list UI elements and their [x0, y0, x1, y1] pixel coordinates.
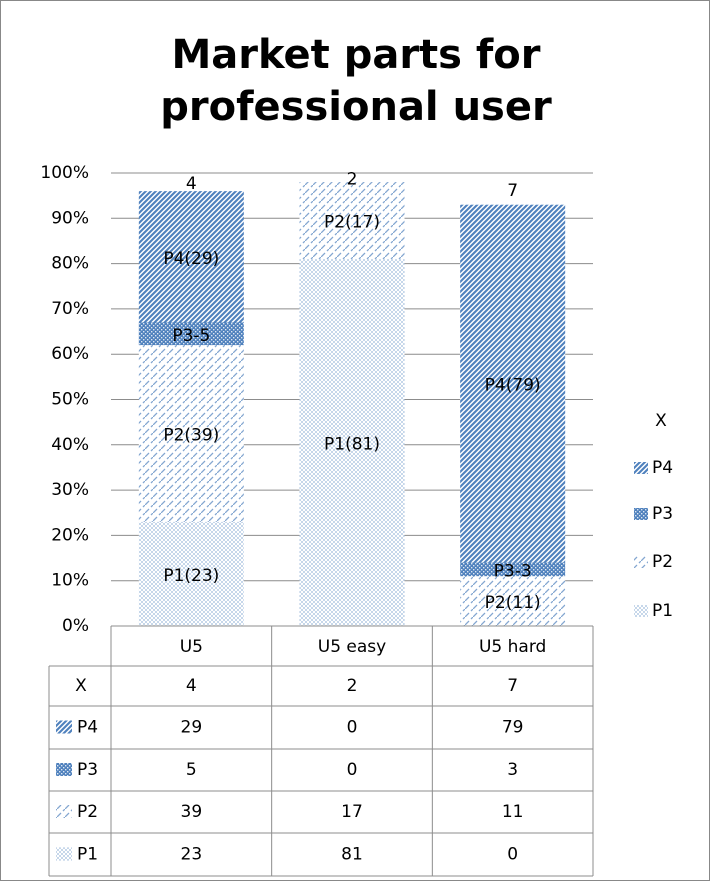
y-tick-label: 20% — [51, 525, 89, 545]
table-cell: 2 — [347, 676, 358, 696]
bar-segment — [138, 322, 244, 346]
x-tick-label: U5 hard — [479, 637, 546, 657]
table-cell: 0 — [507, 845, 518, 865]
table-cell: 79 — [502, 718, 524, 738]
table-cell: 81 — [341, 845, 363, 865]
data-label: P4(79) — [485, 376, 541, 396]
bar-segment — [138, 345, 244, 522]
table-key — [56, 805, 72, 818]
legend-label: P1 — [652, 601, 673, 621]
y-tick-label: 40% — [51, 435, 89, 455]
table-row-label: P2 — [77, 802, 98, 822]
legend-label: P4 — [652, 458, 673, 478]
table-row-label: P1 — [77, 845, 98, 865]
legend-swatch — [634, 605, 648, 617]
table-cell: 0 — [347, 718, 358, 738]
data-label: P3-5 — [172, 326, 210, 346]
table-cell: 29 — [181, 718, 203, 738]
table-key — [56, 763, 72, 776]
bar-segment — [460, 576, 566, 626]
table-cell: 0 — [347, 760, 358, 780]
table-key — [56, 720, 72, 734]
table-row-label: P3 — [77, 760, 98, 780]
table-cell: 39 — [181, 802, 203, 822]
table-cell: 5 — [186, 760, 197, 780]
data-label: P4(29) — [163, 249, 219, 269]
legend-label: P3 — [652, 504, 673, 524]
table-cell: 11 — [502, 802, 524, 822]
y-tick-label: 0% — [62, 616, 89, 636]
y-tick-label: 100% — [40, 163, 89, 183]
bar-segment — [138, 191, 244, 323]
table-cell: 4 — [186, 676, 197, 696]
table-cell: 23 — [181, 845, 203, 865]
data-label: P2(11) — [485, 593, 541, 613]
data-label: P1(81) — [324, 435, 380, 455]
data-label: P1(23) — [163, 566, 219, 586]
y-tick-label: 70% — [51, 299, 89, 319]
chart-title: Market parts for professional user — [160, 32, 552, 130]
table-cell: 7 — [507, 676, 518, 696]
legend-swatch — [634, 462, 648, 474]
data-label: P2(39) — [163, 425, 219, 445]
bar-segment — [460, 204, 566, 563]
data-label: 4 — [186, 174, 197, 194]
y-tick-label: 90% — [51, 208, 89, 228]
y-tick-label: 60% — [51, 344, 89, 364]
table-row-label: P4 — [77, 718, 98, 738]
bar-segment — [460, 562, 566, 577]
x-tick-label: U5 easy — [318, 637, 386, 657]
table-cell: 3 — [507, 760, 518, 780]
y-tick-label: 10% — [51, 571, 89, 591]
x-tick-label: U5 — [180, 637, 203, 657]
bar-segment — [299, 182, 405, 260]
y-tick-label: 30% — [51, 480, 89, 500]
bar-segment — [299, 259, 405, 626]
data-label: P2(17) — [324, 213, 380, 233]
data-label: P3-3 — [494, 561, 532, 581]
table-row-label: X — [75, 676, 87, 696]
data-label: 2 — [347, 170, 358, 190]
data-label: 7 — [507, 181, 518, 201]
legend-label: P2 — [652, 552, 673, 572]
legend-label: X — [655, 411, 667, 431]
table-key — [56, 847, 72, 861]
y-tick-label: 80% — [51, 254, 89, 274]
legend-swatch — [634, 508, 648, 520]
legend-swatch — [634, 556, 648, 568]
table-cell: 17 — [341, 802, 363, 822]
bar-segment — [138, 521, 244, 626]
y-tick-label: 50% — [51, 390, 89, 410]
